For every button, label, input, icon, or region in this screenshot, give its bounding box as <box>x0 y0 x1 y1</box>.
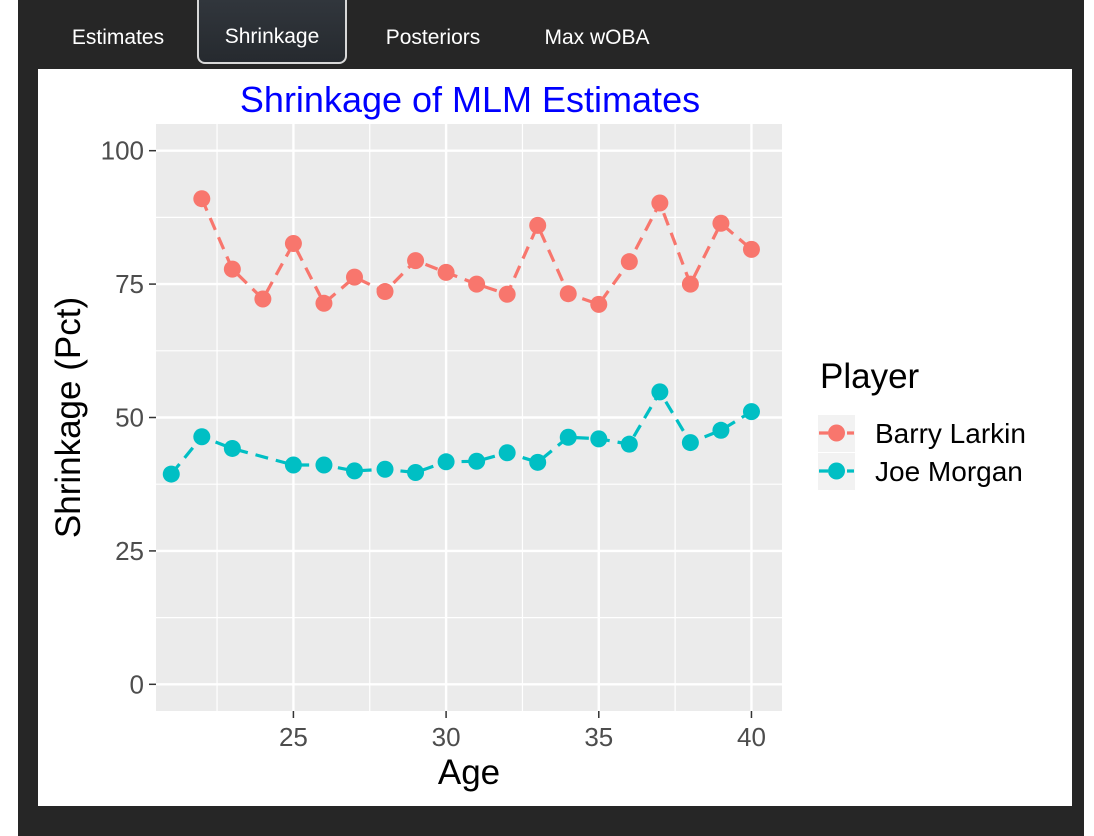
legend: Player Barry Larkin Joe Morgan <box>818 357 1026 490</box>
data-point-barry-larkin <box>681 275 699 293</box>
x-tick-label: 35 <box>584 722 613 752</box>
data-point-barry-larkin <box>620 253 638 271</box>
legend-label-joe-morgan: Joe Morgan <box>875 456 1023 487</box>
chart-panel: Shrinkage of MLM Estimates 25 30 35 40 0 25 50… <box>38 69 1072 806</box>
chart-title: Shrinkage of MLM Estimates <box>240 79 700 120</box>
data-point-joe-morgan <box>559 428 577 446</box>
x-tick-label: 25 <box>279 722 308 752</box>
data-point-barry-larkin <box>559 285 577 303</box>
data-point-barry-larkin <box>223 260 241 278</box>
data-point-barry-larkin <box>254 290 272 308</box>
x-tick-label: 40 <box>737 722 766 752</box>
data-point-barry-larkin <box>315 294 333 312</box>
legend-marker-barry-larkin <box>828 424 845 442</box>
data-point-joe-morgan <box>620 435 638 453</box>
data-point-barry-larkin <box>437 263 455 281</box>
legend-title: Player <box>820 357 920 396</box>
data-point-joe-morgan <box>315 456 333 474</box>
data-point-barry-larkin <box>712 214 730 232</box>
y-tick-label: 0 <box>130 669 144 699</box>
data-point-joe-morgan <box>193 428 211 446</box>
y-tick-label: 75 <box>115 269 144 299</box>
data-point-joe-morgan <box>590 430 608 448</box>
y-tick-label: 50 <box>115 403 144 433</box>
x-axis-title: Age <box>438 753 500 792</box>
data-point-barry-larkin <box>468 275 486 293</box>
tab-max-woba[interactable]: Max wOBA <box>544 26 650 49</box>
data-point-joe-morgan <box>407 463 425 481</box>
data-point-barry-larkin <box>742 240 760 258</box>
legend-label-barry-larkin: Barry Larkin <box>875 418 1026 449</box>
data-point-barry-larkin <box>498 285 516 303</box>
data-point-barry-larkin <box>376 283 394 301</box>
tab-posteriors[interactable]: Posteriors <box>385 26 481 49</box>
y-axis-title: Shrinkage (Pct) <box>49 297 88 538</box>
y-tick-label: 25 <box>115 536 144 566</box>
data-point-joe-morgan <box>345 462 363 480</box>
data-point-barry-larkin <box>193 190 211 208</box>
data-point-joe-morgan <box>437 453 455 471</box>
x-tick-label: 30 <box>432 722 461 752</box>
data-point-joe-morgan <box>376 460 394 478</box>
data-point-barry-larkin <box>345 268 363 286</box>
y-tick-label: 100 <box>101 136 144 166</box>
data-point-joe-morgan <box>712 421 730 439</box>
data-point-barry-larkin <box>651 194 669 212</box>
data-point-joe-morgan <box>681 434 699 452</box>
data-point-joe-morgan <box>284 456 302 474</box>
shrinkage-chart: Shrinkage of MLM Estimates 25 30 35 40 0 25 50… <box>49 79 1026 792</box>
data-point-joe-morgan <box>529 453 547 471</box>
tab-estimates[interactable]: Estimates <box>71 26 165 49</box>
data-point-barry-larkin <box>284 235 302 253</box>
data-point-barry-larkin <box>407 252 425 270</box>
data-point-joe-morgan <box>742 403 760 421</box>
data-point-joe-morgan <box>468 452 486 470</box>
data-point-joe-morgan <box>651 383 669 401</box>
tab-bar: Estimates Shrinkage Posteriors Max wOBA <box>18 0 1084 68</box>
tab-shrinkage[interactable]: Shrinkage <box>197 0 347 64</box>
axes: 25 30 35 40 0 25 50 75 100 <box>101 136 766 752</box>
data-point-barry-larkin <box>590 295 608 313</box>
data-point-joe-morgan <box>162 465 180 483</box>
series-layer <box>162 190 760 483</box>
data-point-joe-morgan <box>498 444 516 462</box>
data-point-barry-larkin <box>529 216 547 234</box>
legend-marker-joe-morgan <box>828 462 845 480</box>
data-point-joe-morgan <box>223 439 241 457</box>
